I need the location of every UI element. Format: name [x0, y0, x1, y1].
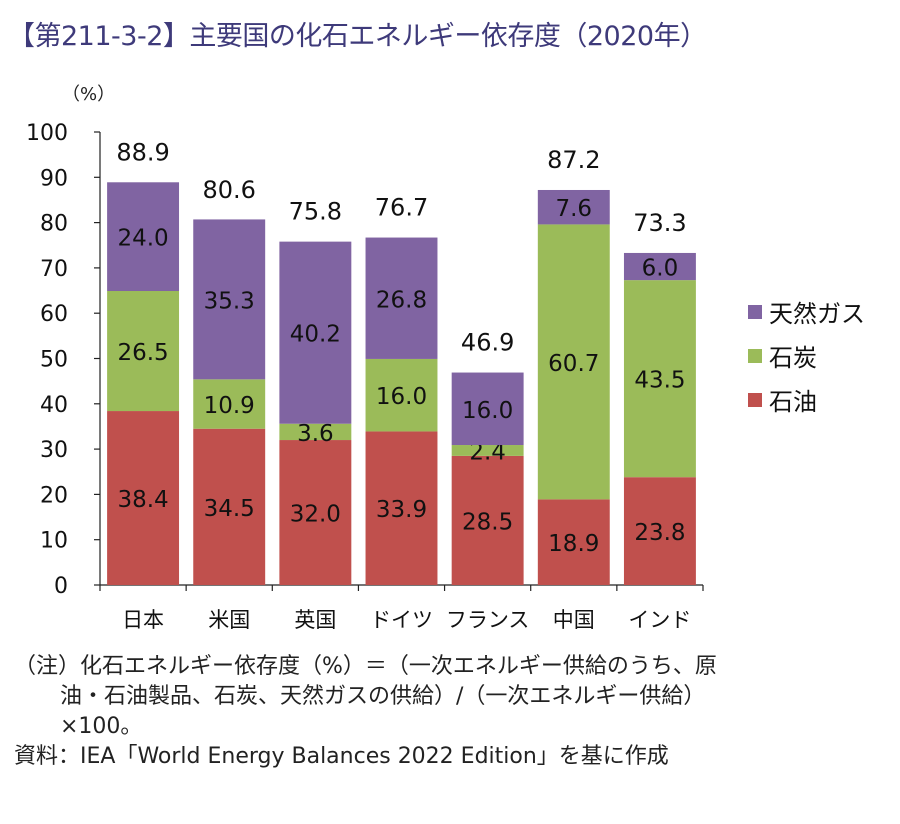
x-axis: 日本 米国 英国 ドイツ フランス 中国 インド	[99, 584, 704, 632]
source-line: 資料：IEA「World Energy Balances 2022 Editio…	[14, 744, 669, 769]
segment-value-label: 16.0	[462, 398, 513, 424]
segment-value-label: 3.6	[297, 421, 334, 447]
y-axis: 0 10 20 30 40 50 60 70 80 90 100	[26, 121, 101, 599]
bar-stack: 18.9 60.7 7.6 87.2	[537, 146, 610, 585]
notes: （注）化石エネルギー依存度（%）＝（一次エネルギー供給のうち、原 油・石油製品、…	[14, 652, 894, 772]
bar-segment	[537, 224, 610, 500]
segment-value-label: 60.7	[548, 351, 599, 377]
segment-value-label: 7.6	[555, 196, 592, 222]
bar-stack: 34.5 10.9 35.3 80.6	[193, 176, 266, 585]
segment-value-label: 16.0	[376, 384, 427, 410]
segment-value-label: 43.5	[634, 368, 685, 394]
y-tick-label: 70	[40, 257, 68, 282]
bar-segment	[537, 189, 610, 225]
total-value-label: 88.9	[116, 138, 169, 166]
x-category-label: ドイツ	[370, 608, 433, 632]
x-category-label: フランス	[446, 608, 530, 632]
bar-stack: 28.52.416.046.9	[451, 329, 524, 585]
stacked-bar-chart: 0 10 20 30 40 50 60 70 80 90 100 日本 米国 英国 ドイツ フランス 中国 イン…	[26, 121, 865, 632]
note-line-3: ×100。	[60, 714, 143, 739]
bar-segment	[623, 477, 696, 585]
bar-segment	[365, 358, 438, 432]
bar-stack: 33.9 16.0 26.8 76.7	[365, 194, 438, 585]
bar-segment	[451, 455, 524, 585]
legend-swatch	[748, 349, 762, 363]
bar-segment	[107, 182, 180, 292]
segment-value-label: 6.0	[642, 256, 679, 282]
y-tick-label: 20	[40, 483, 68, 508]
segment-value-label: 18.9	[548, 531, 599, 557]
legend-swatch	[748, 305, 762, 319]
total-value-label: 75.8	[289, 198, 342, 226]
segment-value-label: 10.9	[204, 393, 255, 419]
bar-segment	[107, 291, 180, 412]
y-tick-label: 100	[26, 121, 68, 146]
bar-segment	[451, 445, 524, 456]
segment-value-label: 40.2	[290, 322, 341, 348]
segment-value-label: 32.0	[290, 502, 341, 528]
segment-value-label: 23.8	[634, 520, 685, 546]
bar-segment	[193, 428, 266, 585]
bar-segment	[107, 411, 180, 585]
x-category-label: インド	[628, 608, 691, 632]
total-value-label: 80.6	[202, 176, 255, 204]
total-value-label: 46.9	[461, 329, 514, 357]
bar-segment	[537, 499, 610, 585]
total-value-label: 73.3	[633, 209, 686, 237]
segment-value-label: 38.4	[117, 487, 168, 513]
y-tick-label: 50	[40, 348, 68, 373]
bars: 38.4 26.5 24.0 88.9 34.5 10.9 35.3 80.6 32.0 3.6 4…	[107, 138, 696, 585]
bar-segment	[279, 241, 352, 424]
bar-segment	[623, 280, 696, 478]
x-category-label: 米国	[208, 608, 250, 632]
segment-value-label: 35.3	[204, 288, 255, 314]
legend-label: 石炭	[769, 344, 817, 372]
bar-stack: 38.4 26.5 24.0 88.9	[107, 138, 180, 585]
y-tick-label: 60	[40, 302, 68, 327]
segment-value-label: 24.0	[117, 226, 168, 252]
bar-segment	[279, 440, 352, 585]
y-tick-label: 40	[40, 393, 68, 418]
bar-stack: 23.8 43.5 6.0 73.3	[623, 209, 696, 585]
chart-title: 【第211-3-2】主要国の化石エネルギー依存度（2020年）	[8, 21, 707, 52]
bar-segment	[623, 252, 696, 281]
legend-label: 石油	[769, 388, 817, 416]
note-line-2: 油・石油製品、石炭、天然ガスの供給）/（一次エネルギー供給）	[60, 684, 706, 709]
legend-label: 天然ガス	[769, 300, 865, 328]
bar-segment	[279, 423, 352, 441]
bar-stack: 32.0 3.6 40.2 75.8	[279, 198, 352, 585]
bar-segment	[193, 379, 266, 429]
segment-value-label: 28.5	[462, 509, 513, 535]
segment-value-label: 26.5	[117, 340, 168, 366]
x-category-label: 日本	[122, 608, 164, 632]
legend-swatch	[748, 393, 762, 407]
segment-value-label: 26.8	[376, 287, 427, 313]
y-axis-unit: （%）	[62, 84, 116, 105]
segment-value-label: 33.9	[376, 497, 427, 523]
segment-value-label: 34.5	[204, 496, 255, 522]
bar-segment	[193, 219, 266, 380]
x-category-label: 英国	[294, 608, 336, 632]
bar-segment	[365, 237, 438, 359]
bar-segment	[365, 431, 438, 585]
y-tick-label: 90	[40, 166, 68, 191]
x-category-label: 中国	[553, 608, 595, 632]
y-tick-label: 0	[54, 574, 68, 599]
y-tick-label: 80	[40, 212, 68, 237]
y-tick-label: 10	[40, 529, 68, 554]
note-line-1: （注）化石エネルギー依存度（%）＝（一次エネルギー供給のうち、原	[14, 654, 717, 679]
y-tick-label: 30	[40, 438, 68, 463]
total-value-label: 76.7	[375, 194, 428, 222]
total-value-label: 87.2	[547, 146, 600, 174]
bar-segment	[451, 372, 524, 446]
